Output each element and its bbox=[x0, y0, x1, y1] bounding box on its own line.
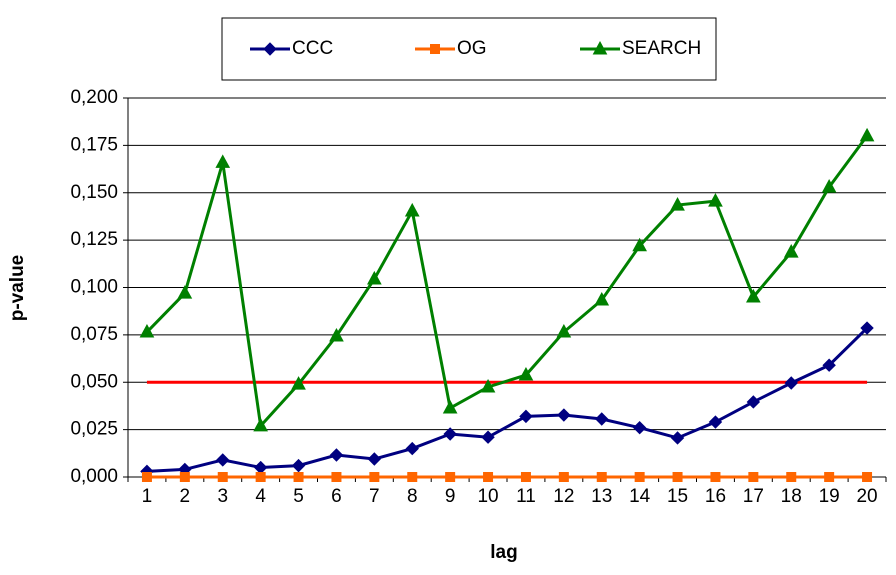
data-point bbox=[670, 197, 685, 211]
data-point bbox=[291, 458, 306, 473]
data-point bbox=[708, 415, 723, 429]
data-point bbox=[746, 288, 761, 303]
x-tick-label: 1 bbox=[142, 486, 153, 507]
data-point bbox=[786, 472, 797, 482]
data-point bbox=[442, 399, 458, 414]
data-point bbox=[748, 472, 759, 482]
data-point bbox=[255, 472, 266, 482]
y-tick-label: 0,125 bbox=[70, 229, 118, 250]
x-tick-label: 19 bbox=[819, 486, 840, 507]
data-point bbox=[217, 472, 228, 482]
x-tick-label: 11 bbox=[516, 486, 536, 507]
data-point bbox=[483, 472, 494, 482]
data-point bbox=[480, 378, 496, 393]
x-tick-label: 3 bbox=[217, 486, 228, 507]
x-tick-label: 12 bbox=[553, 486, 574, 507]
data-point bbox=[369, 472, 380, 482]
x-tick-label: 8 bbox=[407, 486, 418, 507]
data-point bbox=[445, 472, 456, 482]
data-point bbox=[216, 453, 230, 467]
data-point bbox=[634, 472, 645, 482]
data-point bbox=[632, 421, 647, 435]
data-point bbox=[519, 409, 533, 424]
data-point bbox=[253, 460, 268, 475]
data-point bbox=[783, 244, 799, 258]
data-point bbox=[179, 472, 190, 482]
data-point bbox=[141, 472, 152, 482]
y-tick-label: 0,050 bbox=[70, 371, 118, 392]
data-point bbox=[824, 472, 835, 482]
data-point bbox=[329, 327, 344, 342]
data-point bbox=[860, 321, 874, 335]
data-point bbox=[367, 452, 382, 466]
legend-box bbox=[221, 17, 717, 81]
data-point bbox=[596, 472, 607, 482]
data-point bbox=[862, 472, 873, 482]
series-line bbox=[146, 326, 869, 473]
x-tick-label: 4 bbox=[255, 486, 266, 507]
data-point bbox=[595, 412, 609, 426]
x-tick-label: 2 bbox=[180, 486, 191, 507]
x-tick-label: 10 bbox=[477, 486, 498, 507]
legend-label: OG bbox=[457, 38, 487, 59]
data-point bbox=[404, 202, 420, 217]
x-tick-label: 9 bbox=[445, 486, 456, 507]
data-point bbox=[520, 472, 531, 482]
data-point bbox=[367, 270, 382, 285]
data-point bbox=[557, 408, 571, 422]
legend-label: SEARCH bbox=[622, 38, 701, 59]
x-tick-label: 18 bbox=[781, 486, 802, 507]
data-point bbox=[708, 193, 723, 207]
data-point bbox=[177, 285, 193, 299]
data-point bbox=[859, 127, 875, 142]
data-point bbox=[784, 376, 798, 390]
data-point bbox=[670, 431, 685, 445]
data-point bbox=[672, 472, 683, 482]
data-point bbox=[291, 376, 306, 390]
x-tick-label: 17 bbox=[743, 486, 764, 507]
y-tick-label: 0,150 bbox=[70, 182, 118, 203]
x-tick-label: 13 bbox=[591, 486, 612, 507]
legend-marker bbox=[263, 42, 277, 56]
y-tick-label: 0,200 bbox=[70, 87, 118, 108]
legend-marker bbox=[430, 44, 440, 54]
y-axis-title: p-value bbox=[7, 255, 28, 322]
data-point bbox=[822, 358, 836, 372]
series-line bbox=[145, 135, 869, 430]
data-point bbox=[331, 472, 342, 482]
data-point bbox=[518, 366, 534, 381]
data-point bbox=[558, 472, 569, 482]
x-tick-label: 16 bbox=[705, 486, 726, 507]
x-tick-label: 15 bbox=[667, 486, 688, 507]
data-point bbox=[139, 323, 155, 338]
data-point bbox=[710, 472, 721, 482]
data-point bbox=[821, 179, 837, 193]
data-point bbox=[407, 472, 418, 482]
data-point bbox=[746, 395, 761, 409]
data-point bbox=[405, 441, 419, 456]
x-tick-label: 20 bbox=[856, 486, 877, 507]
data-point bbox=[443, 427, 457, 441]
legend-marker bbox=[592, 40, 608, 55]
data-point bbox=[481, 430, 495, 444]
data-point bbox=[329, 448, 344, 462]
data-point bbox=[594, 291, 610, 306]
y-tick-label: 0,075 bbox=[70, 324, 118, 345]
data-point bbox=[632, 237, 647, 252]
x-axis-title: lag bbox=[490, 542, 517, 563]
data-point bbox=[556, 323, 572, 338]
y-tick-label: 0,175 bbox=[70, 134, 118, 155]
legend-label: CCC bbox=[292, 38, 333, 59]
y-tick-label: 0,100 bbox=[70, 277, 118, 298]
y-tick-label: 0,000 bbox=[70, 466, 118, 487]
x-tick-label: 14 bbox=[629, 486, 651, 507]
x-tick-label: 5 bbox=[293, 486, 304, 507]
data-point bbox=[293, 472, 304, 482]
y-tick-label: 0,025 bbox=[70, 419, 118, 440]
x-tick-label: 6 bbox=[331, 486, 342, 507]
x-tick-label: 7 bbox=[369, 486, 380, 507]
data-point bbox=[253, 417, 268, 432]
data-point bbox=[215, 154, 231, 168]
